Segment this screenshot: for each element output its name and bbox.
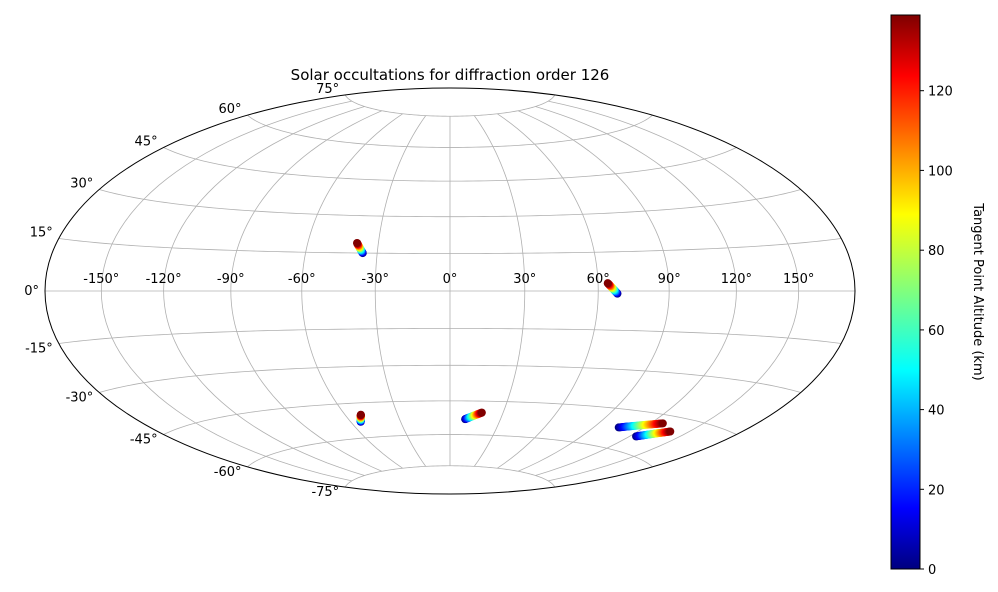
data-point	[356, 410, 365, 419]
longitude-tick-label: 30°	[513, 272, 536, 287]
longitude-tick-label: -90°	[217, 272, 245, 287]
data-point	[603, 279, 612, 288]
colorbar-tick-label: 0	[928, 563, 936, 578]
longitude-tick-label: -60°	[288, 272, 316, 287]
longitude-tick-label: -150°	[83, 272, 119, 287]
data-point	[666, 427, 675, 436]
latitude-tick-labels: 75° 60° 45° 30° 15° 0° -15° -30° -45° -60° -75°	[24, 82, 339, 500]
data-point	[353, 238, 362, 247]
data-point	[658, 419, 667, 428]
latitude-tick-label: 15°	[30, 226, 53, 241]
latitude-tick-label: 60°	[218, 102, 241, 117]
data-point	[477, 408, 486, 417]
longitude-tick-label: 90°	[658, 272, 681, 287]
colorbar-tick-label: 80	[928, 244, 945, 259]
longitude-tick-label: 150°	[783, 272, 814, 287]
colorbar-tick-label: 120	[928, 85, 953, 100]
parallel-line	[58, 238, 842, 254]
parallel-line	[247, 114, 653, 148]
parallel-line	[99, 189, 801, 218]
latitude-tick-label: 0°	[24, 284, 39, 299]
colorbar-tick-label: 100	[928, 164, 953, 179]
colorbar	[890, 14, 921, 570]
latitude-tick-label: -15°	[25, 342, 53, 357]
latitude-tick-label: -45°	[130, 433, 158, 448]
longitude-tick-label: 0°	[443, 272, 458, 287]
colorbar-label: Tangent Point Altitude (km)	[970, 202, 985, 380]
latitude-tick-label: 75°	[316, 82, 339, 97]
parallel-line	[99, 364, 801, 393]
map-boundary	[44, 87, 856, 495]
parallel-line	[247, 434, 653, 468]
graticule	[45, 94, 855, 488]
longitude-tick-label: -30°	[361, 272, 389, 287]
parallel-line	[163, 400, 737, 435]
colorbar-tick-label: 40	[928, 404, 945, 419]
longitude-tick-label: -120°	[146, 272, 182, 287]
parallel-line	[163, 147, 737, 182]
parallel-line	[58, 328, 842, 344]
longitude-tick-label: 120°	[721, 272, 752, 287]
parallel-line	[344, 94, 556, 117]
colorbar-tick-label: 60	[928, 324, 945, 339]
latitude-tick-label: -60°	[214, 465, 242, 480]
colorbar-ticks: 0 20 40 60 80 100 120	[920, 85, 953, 578]
data-points	[353, 238, 675, 441]
colorbar-tick-label: 20	[928, 483, 945, 498]
latitude-tick-label: 45°	[135, 135, 158, 150]
longitude-tick-labels: -150° -120° -90° -60° -30° 0° 30° 60° 90° 120° 150…	[83, 272, 814, 287]
parallel-line	[344, 465, 556, 488]
latitude-tick-label: 30°	[70, 177, 93, 192]
longitude-tick-label: 60°	[587, 272, 610, 287]
latitude-tick-label: -30°	[66, 391, 94, 406]
chart-title: Solar occultations for diffraction order…	[291, 66, 610, 84]
latitude-tick-label: -75°	[311, 485, 339, 500]
